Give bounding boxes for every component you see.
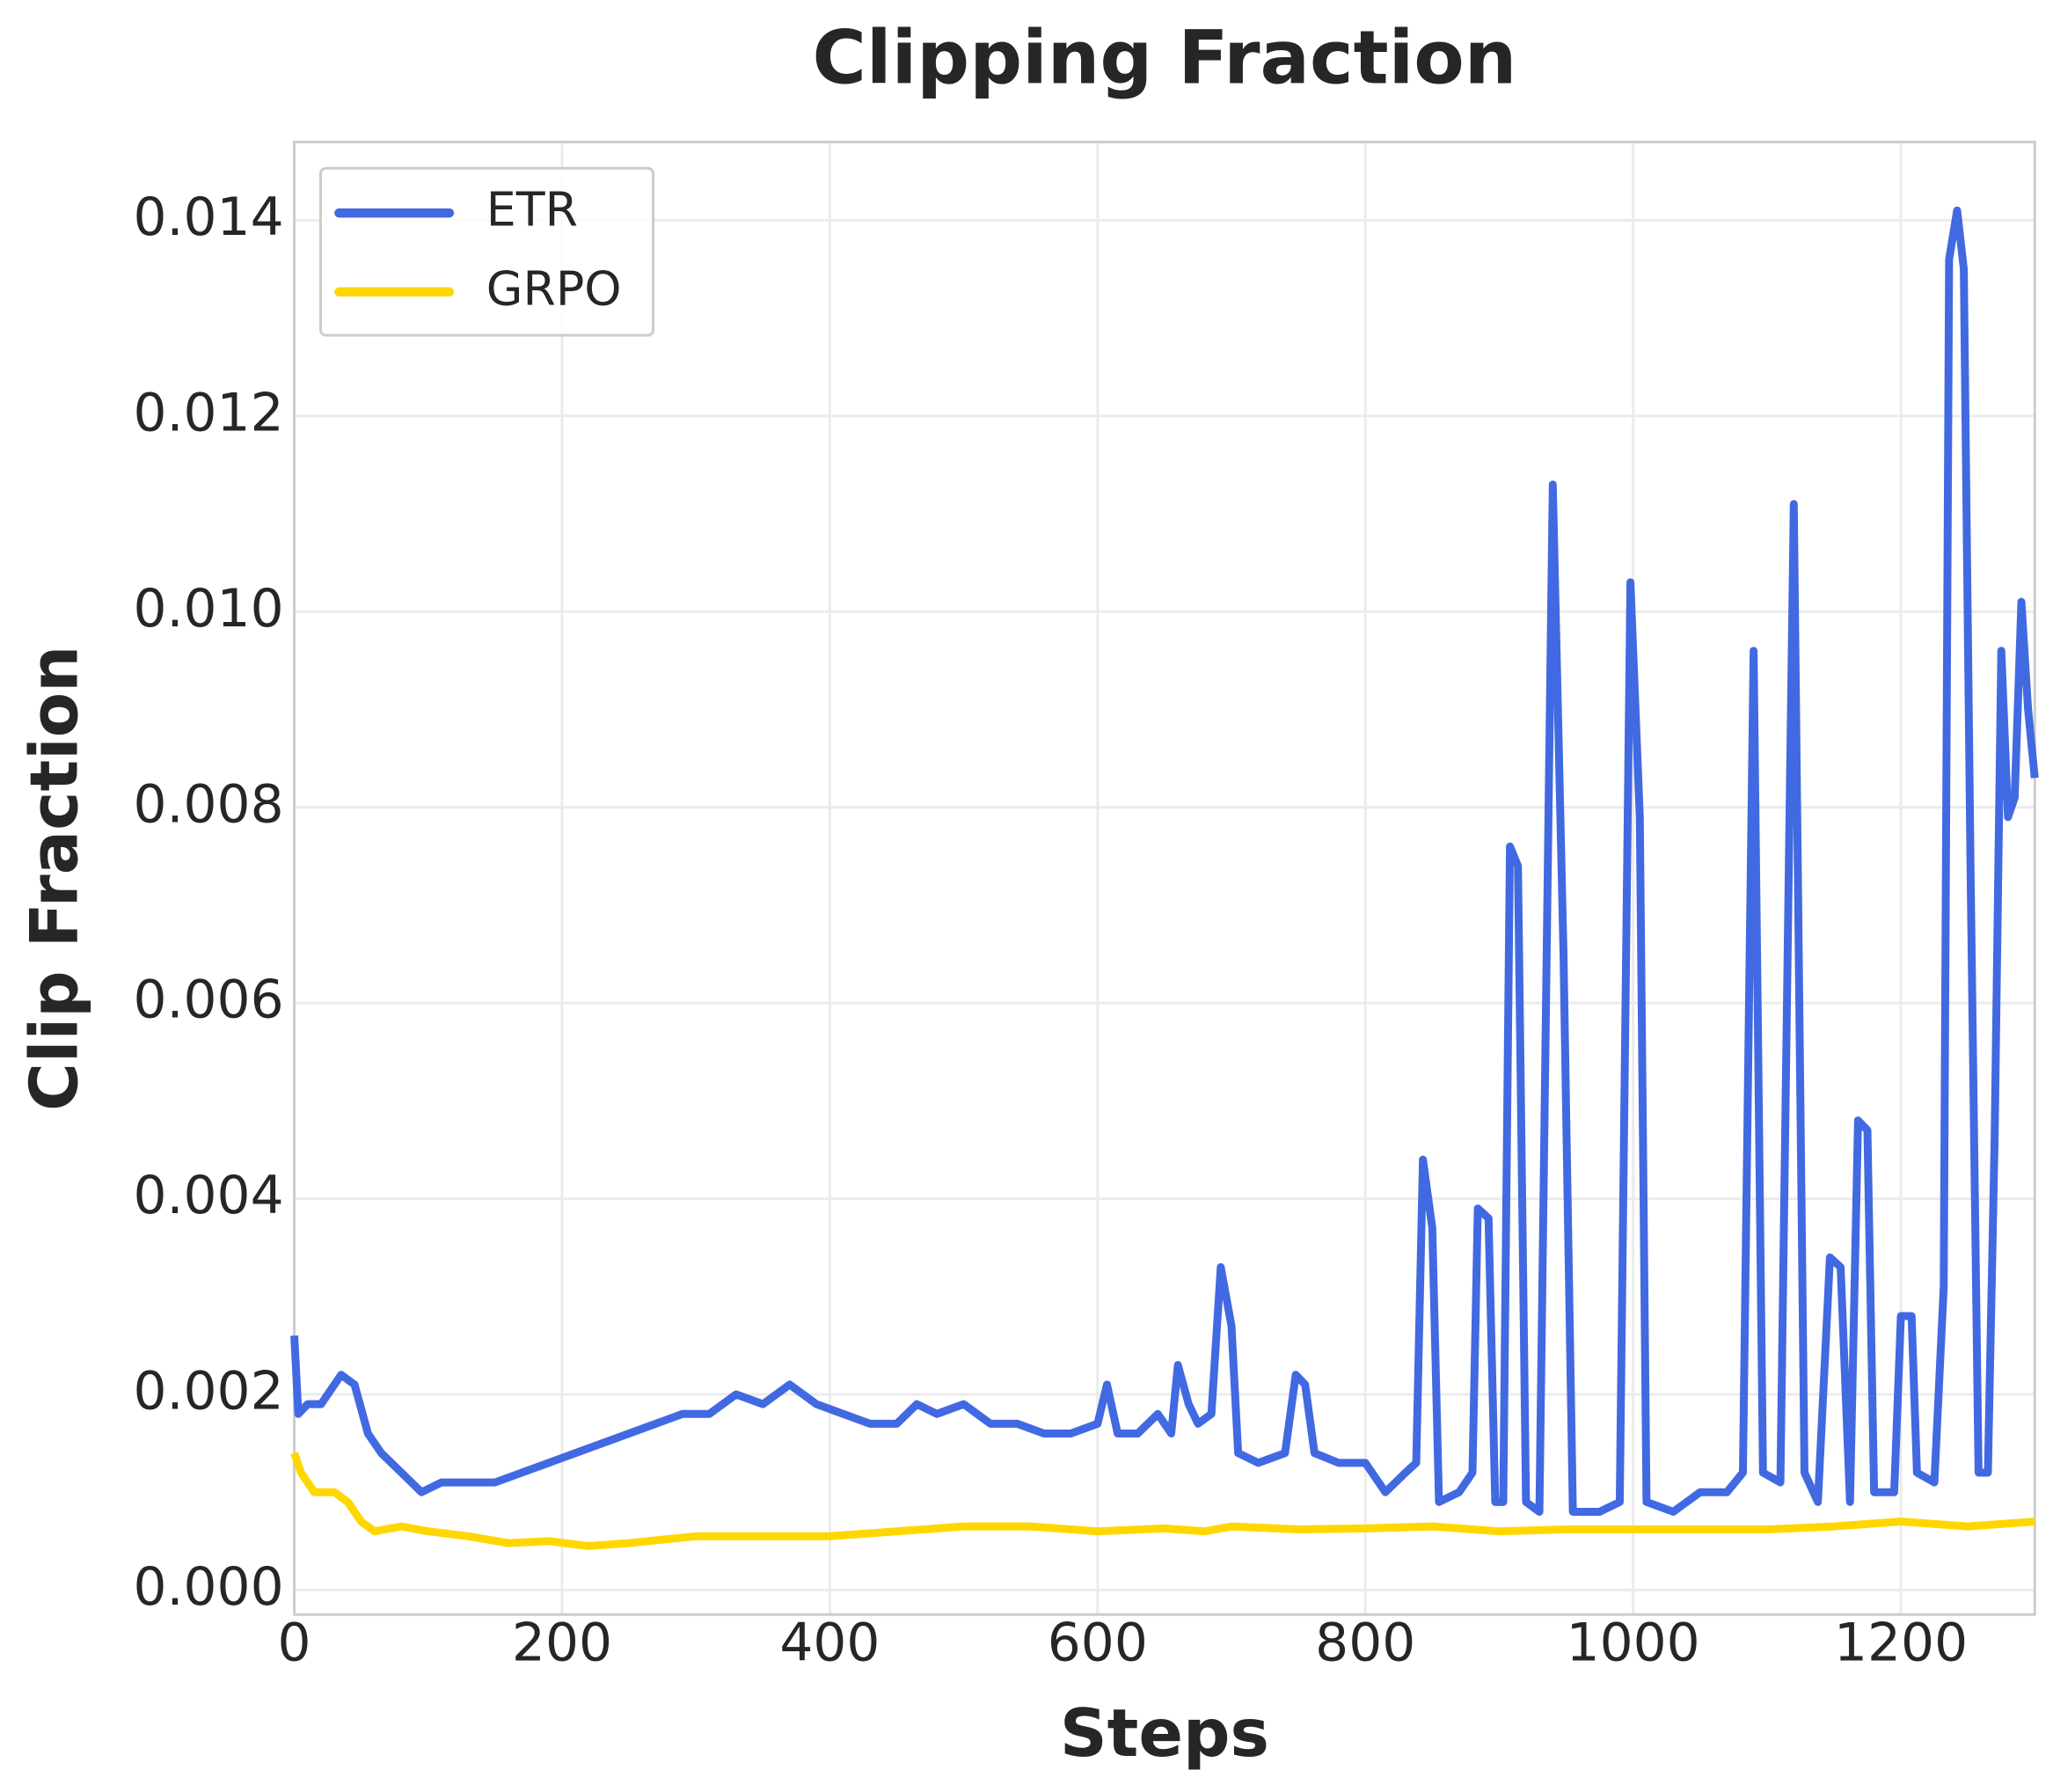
- y-tick-label: 0.012: [133, 383, 283, 443]
- legend-label: GRPO: [486, 260, 622, 316]
- plot-frame: [293, 140, 2036, 1616]
- y-tick-label: 0.002: [133, 1362, 283, 1423]
- x-tick-label: 0: [278, 1613, 311, 1674]
- y-tick-label: 0.014: [133, 187, 283, 248]
- y-tick-label: 0.004: [133, 1166, 283, 1226]
- series-line: [290, 206, 2039, 1516]
- series-line: [290, 1452, 2035, 1550]
- x-tick-label: 1000: [1567, 1613, 1700, 1674]
- x-axis-label: Steps: [1060, 1695, 1269, 1772]
- y-axis-label: Clip Fraction: [17, 646, 93, 1111]
- y-tick-label: 0.000: [133, 1557, 283, 1618]
- x-tick-label: 800: [1315, 1613, 1415, 1674]
- x-tick-label: 200: [512, 1613, 612, 1674]
- chart-title: Clipping Fraction: [813, 15, 1517, 101]
- y-tick-label: 0.006: [133, 970, 283, 1031]
- y-tick-label: 0.010: [133, 579, 283, 640]
- x-tick-label: 600: [1048, 1613, 1148, 1674]
- x-tick-label: 400: [779, 1613, 880, 1674]
- x-tick-label: 1200: [1834, 1613, 1968, 1674]
- y-tick-label: 0.008: [133, 774, 283, 835]
- legend-label: ETR: [486, 182, 578, 238]
